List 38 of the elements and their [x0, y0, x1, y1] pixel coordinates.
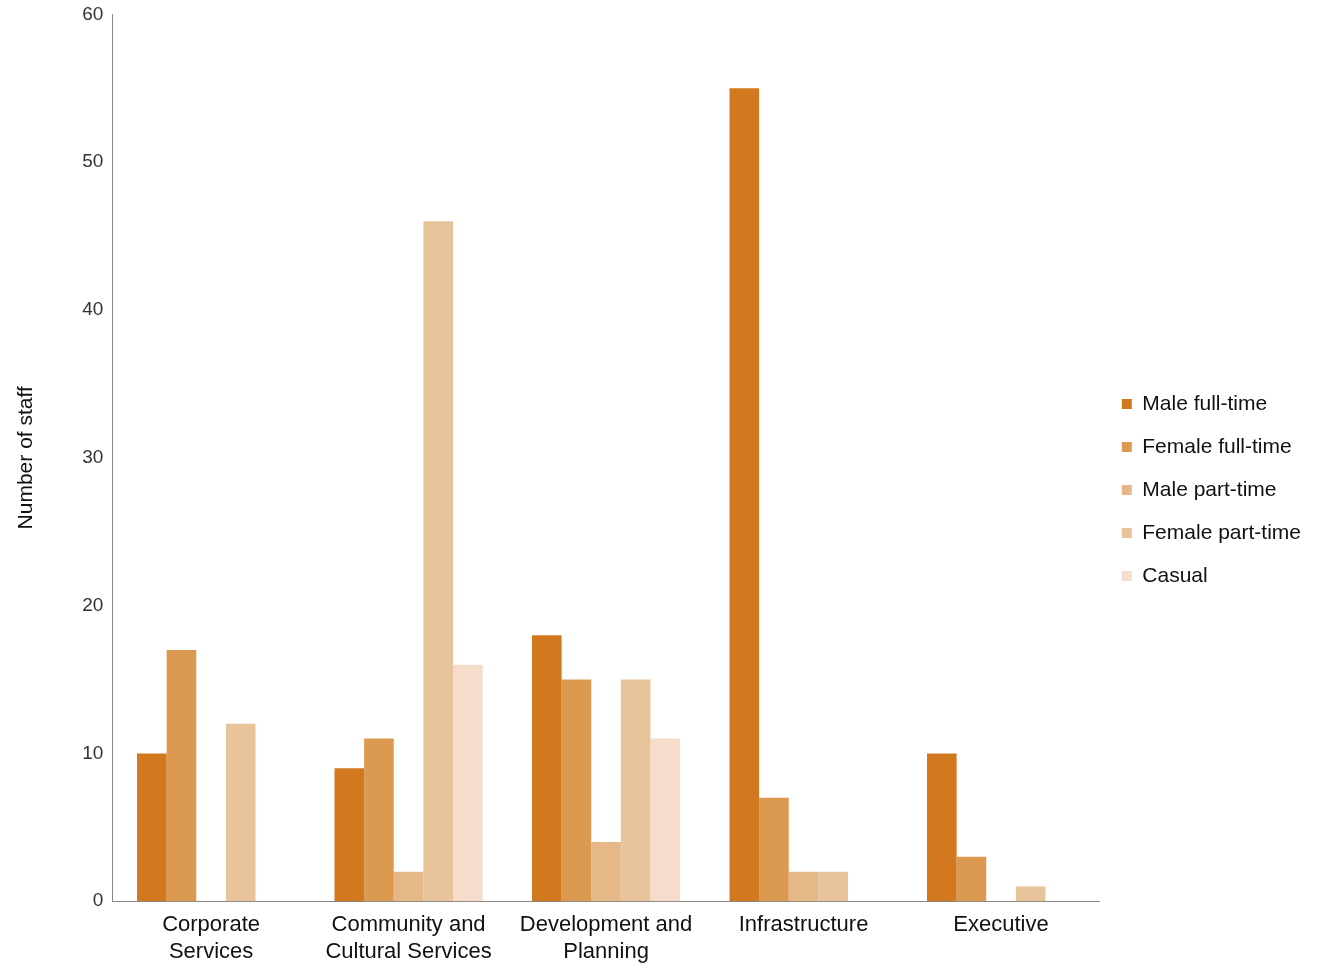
bar	[591, 842, 621, 902]
x-tick-label: Executive	[953, 911, 1049, 937]
bar	[334, 768, 365, 902]
y-tick-label: 40	[82, 298, 104, 320]
bar	[818, 871, 848, 902]
bar	[650, 738, 681, 902]
bar	[788, 871, 819, 902]
bar	[759, 797, 789, 902]
bar	[561, 679, 592, 902]
y-tick-label: 30	[82, 446, 104, 468]
legend-label: Female full-time	[1142, 433, 1292, 457]
bar	[393, 871, 424, 902]
y-tick-label: 20	[82, 593, 104, 615]
y-tick-label: 10	[82, 741, 104, 763]
bar	[956, 856, 987, 902]
bar	[729, 88, 760, 902]
bar	[926, 753, 957, 902]
y-axis-title: Number of staff	[13, 386, 37, 530]
legend-label: Female part-time	[1142, 519, 1302, 543]
y-tick-label: 60	[82, 2, 104, 24]
x-tick-label: Infrastructure	[738, 911, 869, 937]
bar	[166, 649, 197, 902]
bar	[364, 738, 394, 902]
bar	[1015, 886, 1046, 902]
legend-label: Male part-time	[1142, 476, 1277, 500]
x-tick-label: Development and Planning	[519, 911, 693, 963]
bar	[225, 723, 256, 902]
y-tick-label: 0	[92, 889, 104, 911]
x-tick-label: Corporate Services	[162, 911, 260, 963]
bar	[620, 679, 651, 902]
x-tick-label: Community and Cultural Services	[325, 911, 492, 963]
bar	[423, 221, 454, 902]
legend-label: Male full-time	[1142, 390, 1268, 414]
y-tick-label: 50	[82, 150, 104, 172]
bar	[137, 753, 167, 902]
bar	[532, 635, 562, 902]
bar	[453, 664, 483, 902]
legend-label: Casual	[1142, 562, 1208, 586]
